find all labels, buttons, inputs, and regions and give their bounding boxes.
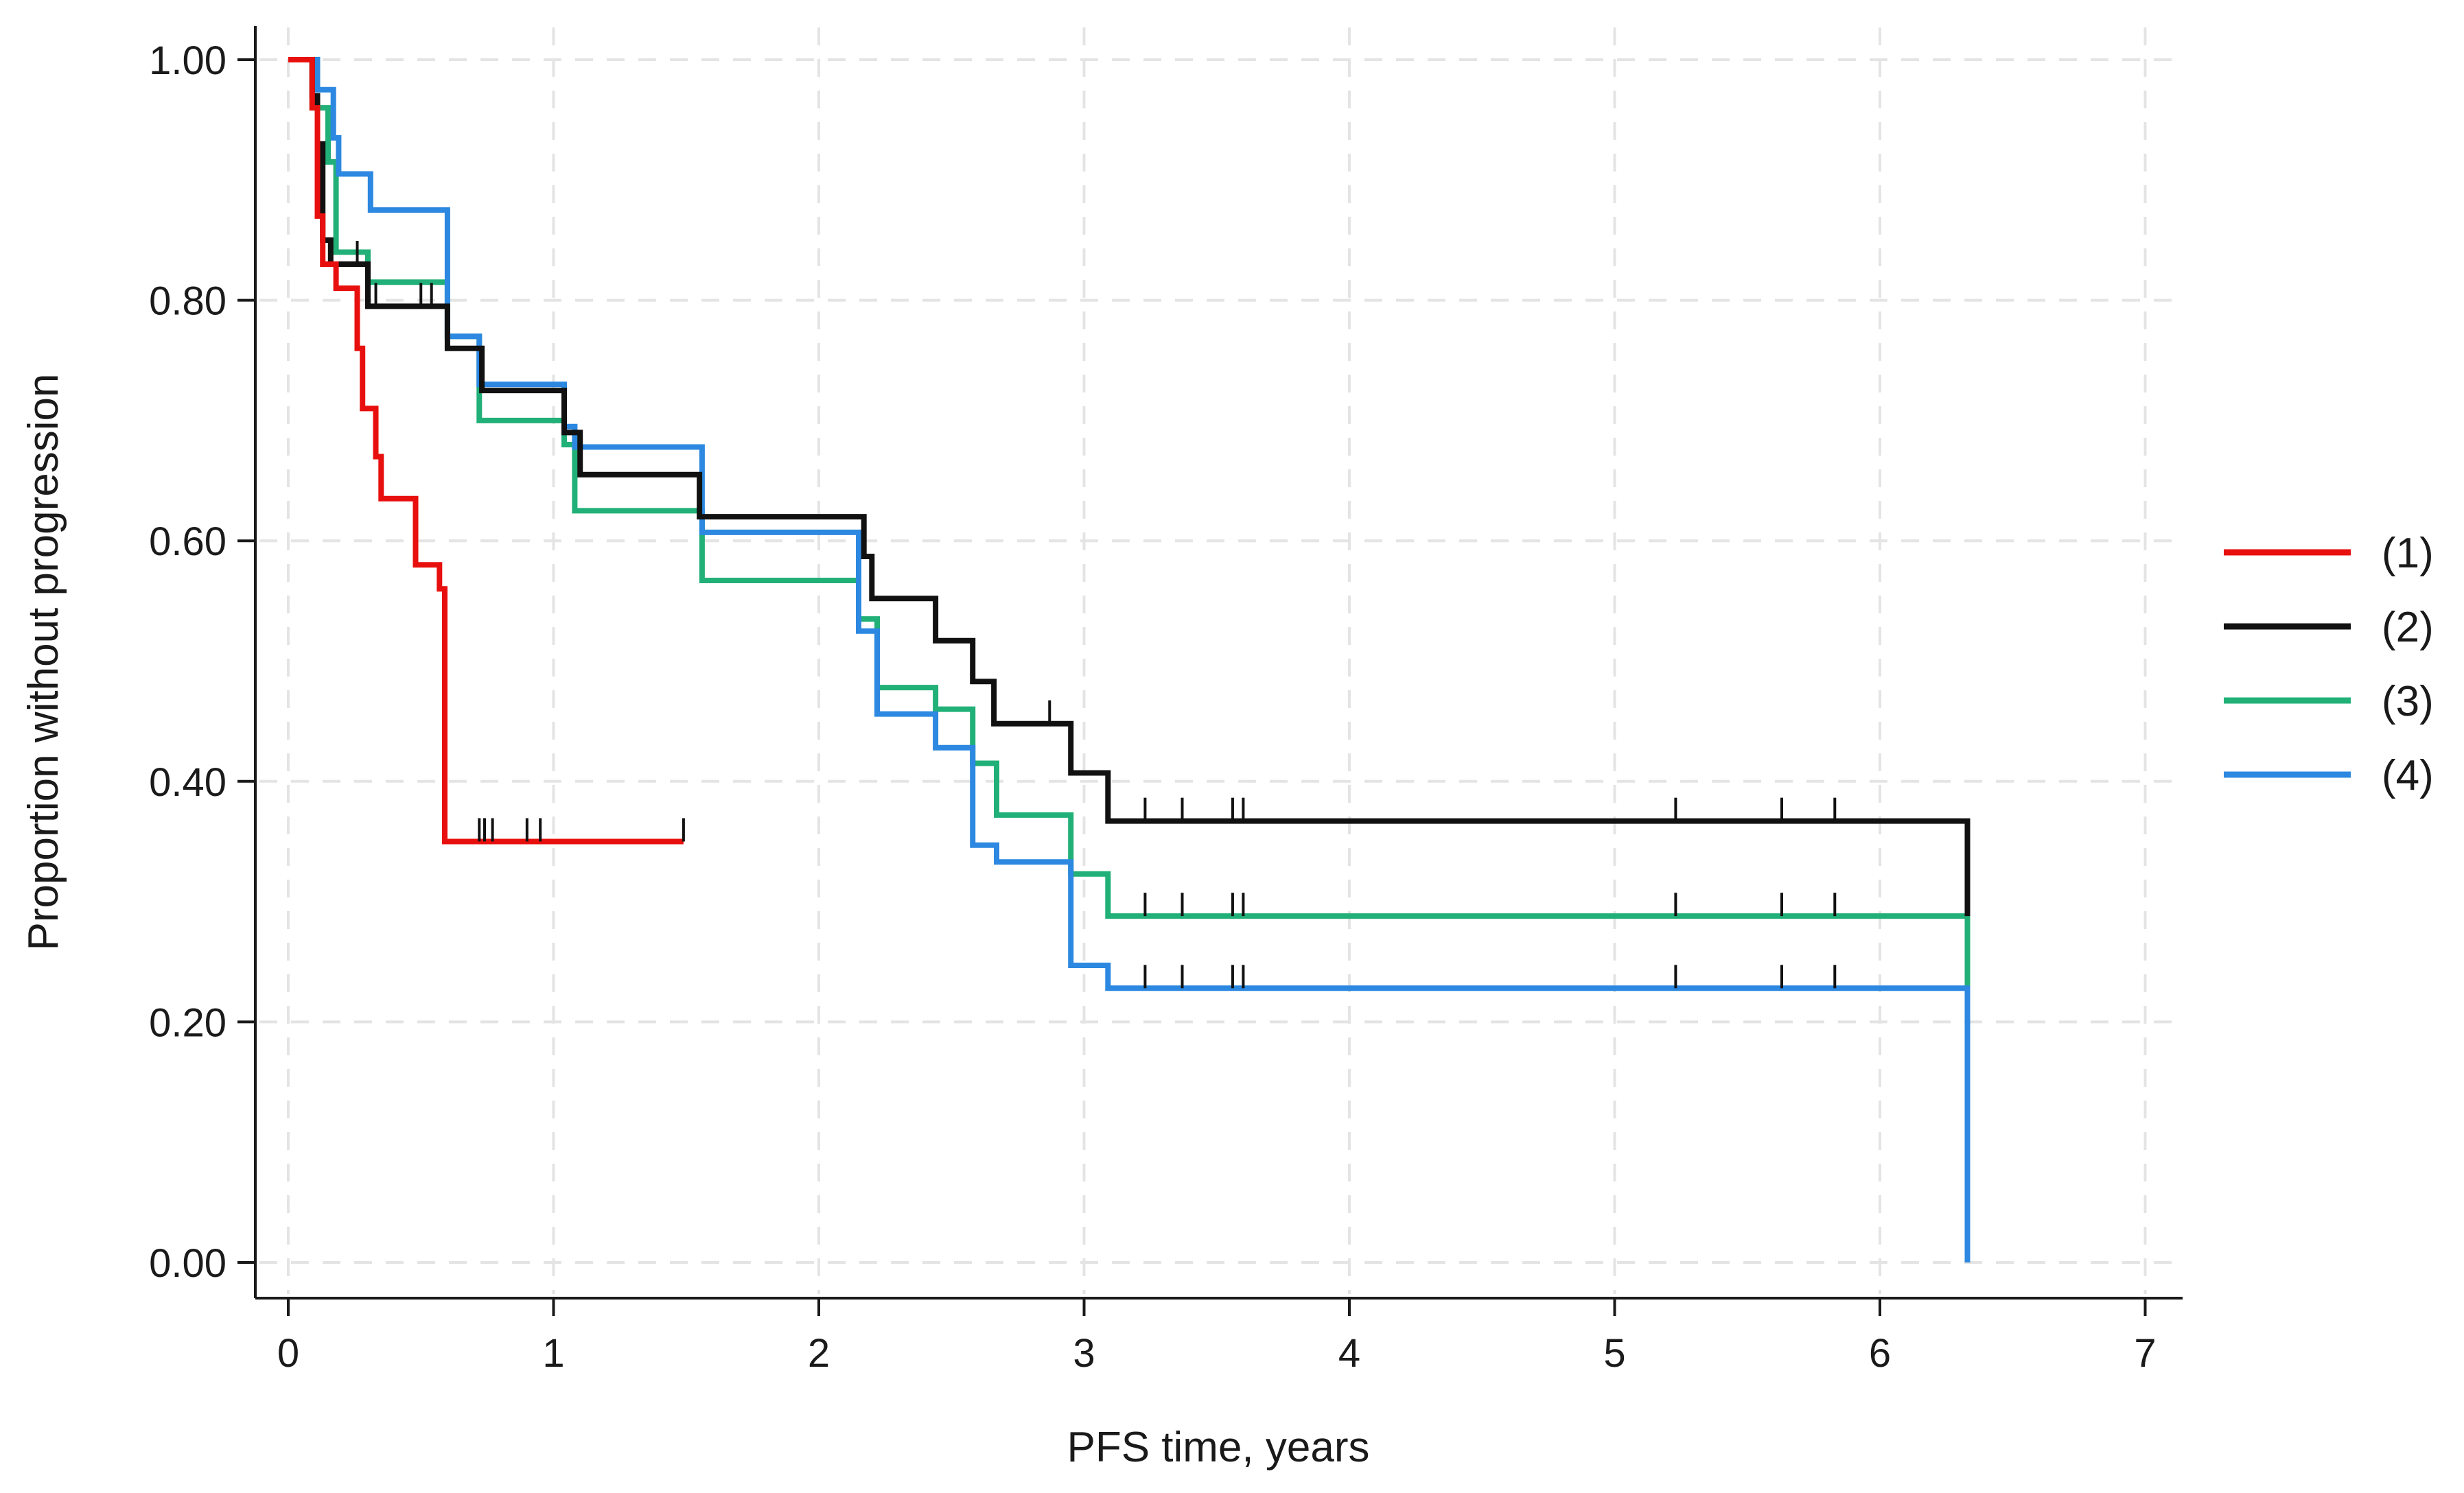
- axes: [237, 26, 2183, 1316]
- x-tick-label: 0: [277, 1331, 299, 1376]
- x-tick-label: 4: [1338, 1331, 1360, 1376]
- x-tick-label: 5: [1603, 1331, 1625, 1376]
- x-tick-label: 1: [542, 1331, 564, 1376]
- legend-label-4: (4): [2382, 752, 2434, 799]
- y-tick-label: 0.00: [149, 1241, 226, 1286]
- x-tick-label: 6: [1869, 1331, 1891, 1376]
- censor-marks: [356, 241, 1837, 989]
- y-tick-label: 0.80: [149, 279, 226, 324]
- y-tick-label: 0.20: [149, 1000, 226, 1045]
- x-tick-label: 3: [1073, 1331, 1095, 1376]
- legend: (1) (2) (3) (4): [2224, 530, 2434, 799]
- survival-curves: [288, 57, 1971, 1262]
- survival-curve-1: [288, 57, 684, 845]
- legend-label-1: (1): [2382, 530, 2434, 577]
- survival-curve-4: [288, 57, 1971, 1262]
- y-axis-title: Proportion without progression: [20, 374, 67, 951]
- tick-labels: 0 1 2 3 4 5 6 7 0.00 0.20 0.40 0.60 0.80 1.00: [149, 38, 2157, 1376]
- y-tick-label: 1.00: [149, 38, 226, 83]
- grid: [259, 27, 2183, 1294]
- x-axis-title: PFS time, years: [1067, 1424, 1370, 1471]
- x-tick-label: 2: [808, 1331, 830, 1376]
- y-tick-label: 0.40: [149, 760, 226, 805]
- y-tick-label: 0.60: [149, 519, 226, 564]
- x-tick-label: 7: [2134, 1331, 2156, 1376]
- legend-label-2: (2): [2382, 604, 2434, 651]
- legend-label-3: (3): [2382, 678, 2434, 725]
